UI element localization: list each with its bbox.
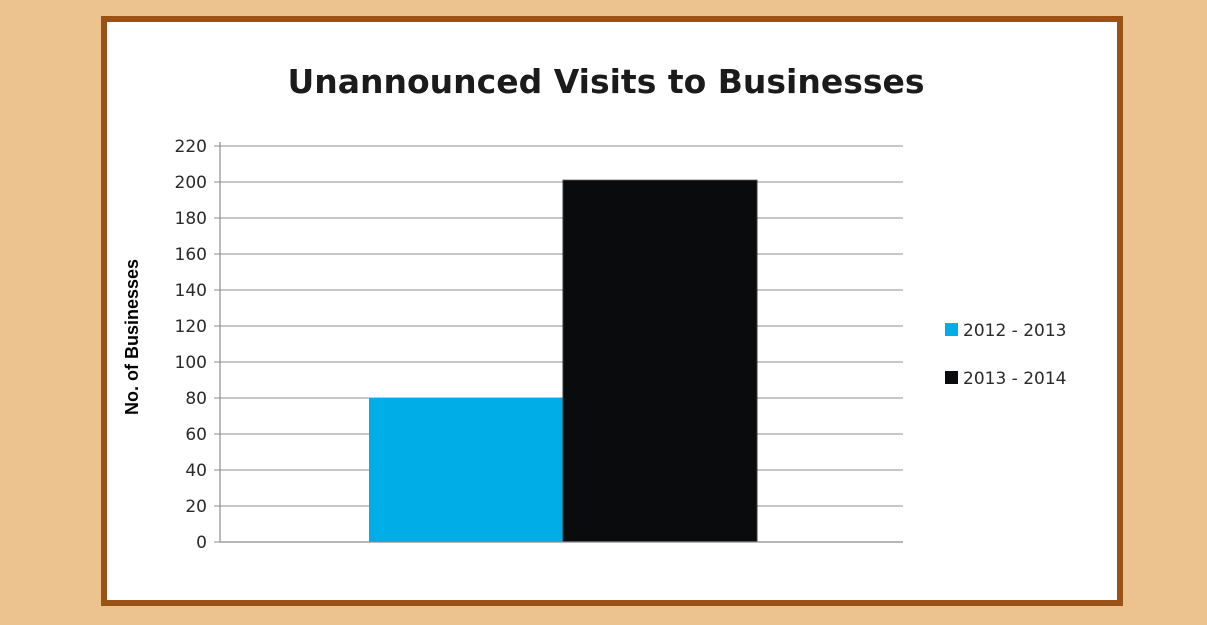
y-tick-label: 40 <box>185 461 207 481</box>
y-tick-label: 20 <box>185 497 207 517</box>
y-tick-label: 180 <box>175 209 207 229</box>
bar-chart: Unannounced Visits to Businesses No. of … <box>122 62 1066 553</box>
y-tick-label: 60 <box>185 425 207 445</box>
legend-label: 2013 - 2014 <box>963 369 1066 389</box>
y-tick-label: 80 <box>185 389 207 409</box>
chart-frame: Unannounced Visits to Businesses No. of … <box>101 16 1123 606</box>
legend-label: 2012 - 2013 <box>963 321 1066 341</box>
y-tick-label: 160 <box>175 245 207 265</box>
y-tick-label: 100 <box>175 353 207 373</box>
y-axis-label: No. of Businesses <box>122 259 142 415</box>
y-tick-label: 0 <box>196 533 207 553</box>
legend-swatch <box>945 323 958 336</box>
legend: 2012 - 2013 2013 - 2014 <box>945 321 1066 389</box>
y-tick-labels: 0 20 40 60 80 100 120 140 160 180 200 220 <box>175 137 207 553</box>
axes <box>219 142 903 543</box>
y-tick-label: 220 <box>175 137 207 157</box>
legend-swatch <box>945 371 958 384</box>
y-tick-label: 200 <box>175 173 207 193</box>
y-tick-label: 140 <box>175 281 207 301</box>
y-tick-label: 120 <box>175 317 207 337</box>
bar-2013-2014 <box>562 179 758 543</box>
bars <box>369 179 758 543</box>
chart-title: Unannounced Visits to Businesses <box>287 62 924 101</box>
bar-2012-2013 <box>369 398 563 542</box>
